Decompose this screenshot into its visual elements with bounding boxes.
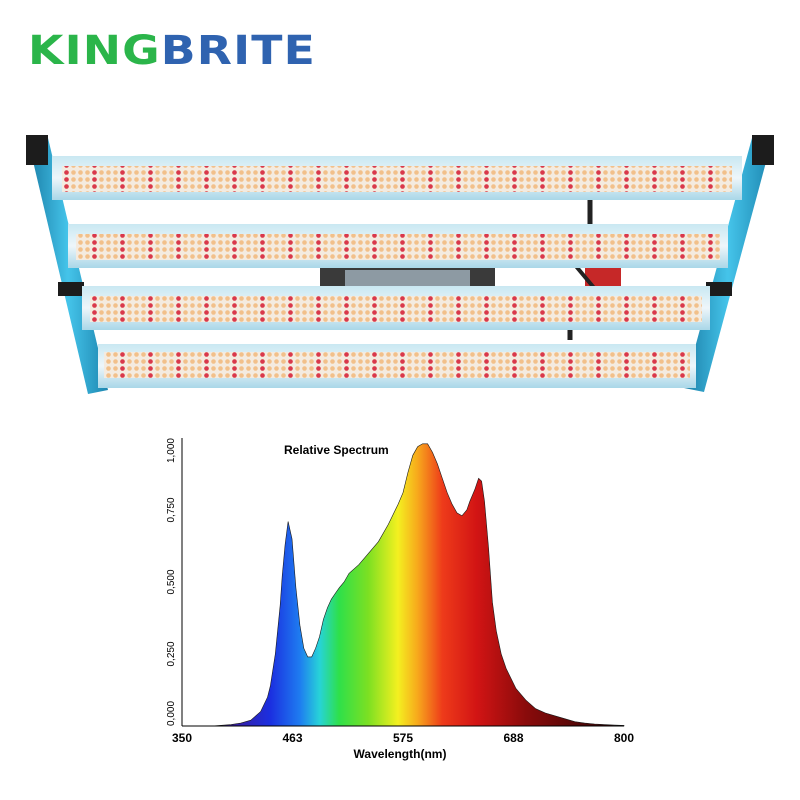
led-bar-4 [98, 344, 696, 388]
y-tick-label: 0,000 [166, 701, 177, 726]
brand-logo: KING BRITE [28, 26, 318, 74]
logo-king: KING [28, 28, 161, 70]
x-axis-label: Wavelength(nm) [354, 747, 447, 761]
y-tick-label: 0,250 [166, 641, 177, 666]
kingbrite-logo-svg: KING BRITE [28, 28, 316, 74]
x-tick-labels: 350 463 575 688 800 [172, 731, 634, 745]
logo-brite: BRITE [161, 28, 316, 70]
spectrum-svg: Relative Spectrum 350 463 575 688 800 0,0000… [166, 438, 634, 761]
led-bar-1 [52, 156, 742, 200]
relative-spectrum-chart: Relative Spectrum 350 463 575 688 800 0,000 0… [150, 428, 640, 768]
chart-title: Relative Spectrum [284, 443, 389, 457]
y-tick-label: 1,000 [166, 438, 177, 463]
x-tick-label: 575 [393, 731, 413, 745]
led-bar-3 [82, 286, 710, 330]
x-tick-label: 350 [172, 731, 192, 745]
x-tick-label: 800 [614, 731, 634, 745]
y-tick-label: 0,500 [166, 569, 177, 594]
led-bar-2 [68, 224, 728, 268]
y-tick-labels: 0,000 0,250 0,500 0,750 1,000 [166, 438, 177, 726]
led-grow-light-bar-fixture-icon [0, 120, 800, 410]
y-tick-label: 0,750 [166, 497, 177, 522]
spectrum-area [182, 443, 625, 727]
x-tick-label: 688 [503, 731, 523, 745]
x-tick-label: 463 [282, 731, 302, 745]
